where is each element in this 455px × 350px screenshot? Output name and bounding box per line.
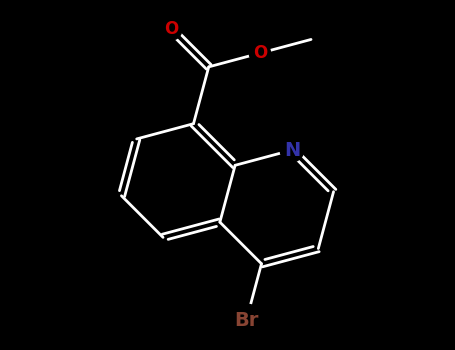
Text: O: O xyxy=(164,20,178,38)
Text: N: N xyxy=(284,141,300,160)
Circle shape xyxy=(280,138,304,162)
Circle shape xyxy=(161,19,182,40)
Text: Br: Br xyxy=(234,311,258,330)
Text: O: O xyxy=(253,44,267,62)
Circle shape xyxy=(249,43,270,64)
Circle shape xyxy=(230,304,263,337)
